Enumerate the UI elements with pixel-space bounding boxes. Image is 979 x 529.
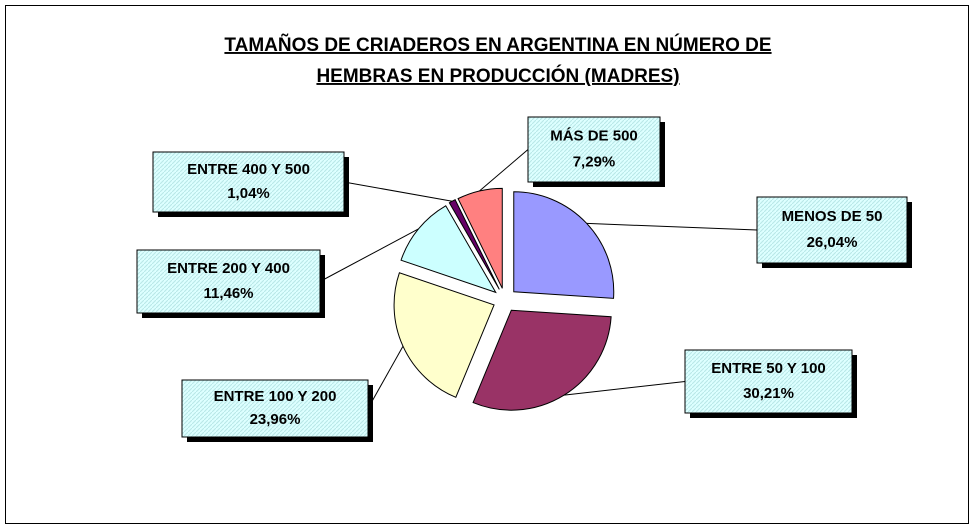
slice-value-label: 1,04% xyxy=(227,185,270,202)
slice-value-label: 30,21% xyxy=(743,385,794,402)
slice-value-label: 26,04% xyxy=(807,234,858,251)
chart-title: HEMBRAS EN PRODUCCIÓN (MADRES) xyxy=(316,65,679,87)
slice-label: MÁS DE 500 xyxy=(550,127,638,144)
pie-slice xyxy=(393,272,495,398)
label-box xyxy=(136,249,321,314)
slice-value-label: 11,46% xyxy=(203,285,253,302)
slice-label: ENTRE 200 Y 400 xyxy=(167,260,290,277)
slice-value-label: 7,29% xyxy=(573,153,616,170)
label-box xyxy=(152,151,345,213)
label-box xyxy=(684,349,853,414)
leader-line xyxy=(367,345,404,409)
leader-line xyxy=(564,381,686,396)
slice-label: ENTRE 400 Y 500 xyxy=(187,161,310,178)
slice-label: MENOS DE 50 xyxy=(782,208,883,225)
pie-slice xyxy=(472,309,612,411)
slice-label: ENTRE 100 Y 200 xyxy=(214,388,337,405)
pie-slice xyxy=(400,205,497,294)
pie-slice xyxy=(513,191,615,299)
chart-title: TAMAÑOS DE CRIADEROS EN ARGENTINA EN NÚM… xyxy=(224,34,771,56)
leader-line xyxy=(343,181,453,202)
leader-line xyxy=(586,222,758,231)
leader-line xyxy=(479,149,529,192)
label-box xyxy=(181,379,369,438)
slice-value-label: 23,96% xyxy=(250,411,301,428)
leader-line xyxy=(319,228,419,282)
slice-label: ENTRE 50 Y 100 xyxy=(711,360,826,377)
label-box xyxy=(756,196,908,264)
label-box xyxy=(527,116,661,183)
